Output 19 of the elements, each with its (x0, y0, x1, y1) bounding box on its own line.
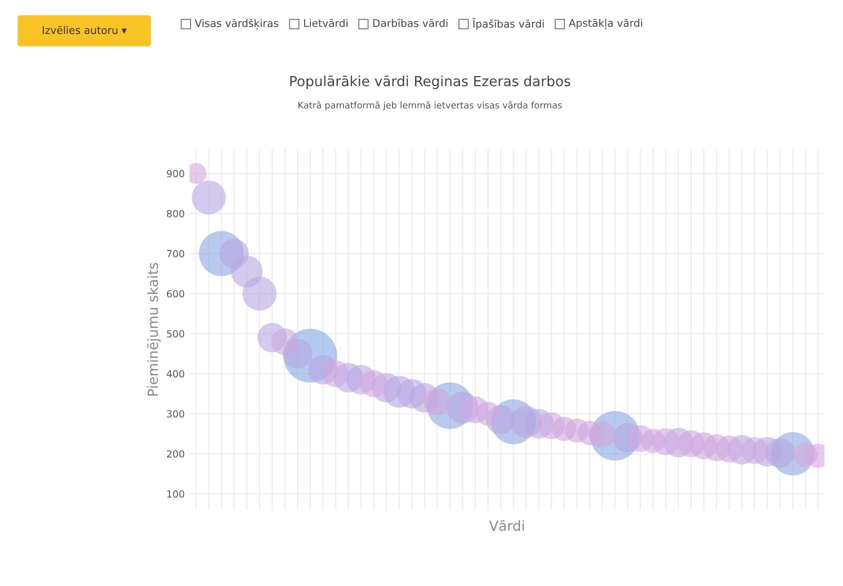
text: Darbības vārdi (373, 18, 448, 28)
y-tick-label: 300 (167, 410, 184, 418)
y-tick-label: 600 (166, 290, 184, 298)
y-tick-label: 200 (166, 450, 184, 458)
y-tick-label: 100 (167, 490, 184, 498)
chart-title: Populārākie vārdi Reginas Ezeras darbos (290, 76, 570, 90)
chart-subtitle: Katrā pamatformā jeb lemmā ietvertas visas vārda formas (298, 102, 562, 110)
text: Visas vārdšķiras (194, 18, 278, 30)
text: Lietvārdi (304, 18, 348, 28)
y-axis-title: Pieminējumu skaits (147, 262, 161, 396)
y-tick-label: 900 (166, 170, 184, 178)
text: Izvēlies autoru ▾ (42, 26, 127, 34)
text: Apstākļa vārdi (568, 18, 642, 30)
y-tick-label: 700 (167, 250, 184, 258)
x-axis-title: Vārdi (489, 520, 524, 531)
text: Īpašības vārdi (472, 18, 544, 30)
y-tick-label: 800 (166, 210, 184, 218)
y-tick-label: 400 (166, 370, 184, 378)
y-tick-label: 500 (167, 330, 184, 338)
